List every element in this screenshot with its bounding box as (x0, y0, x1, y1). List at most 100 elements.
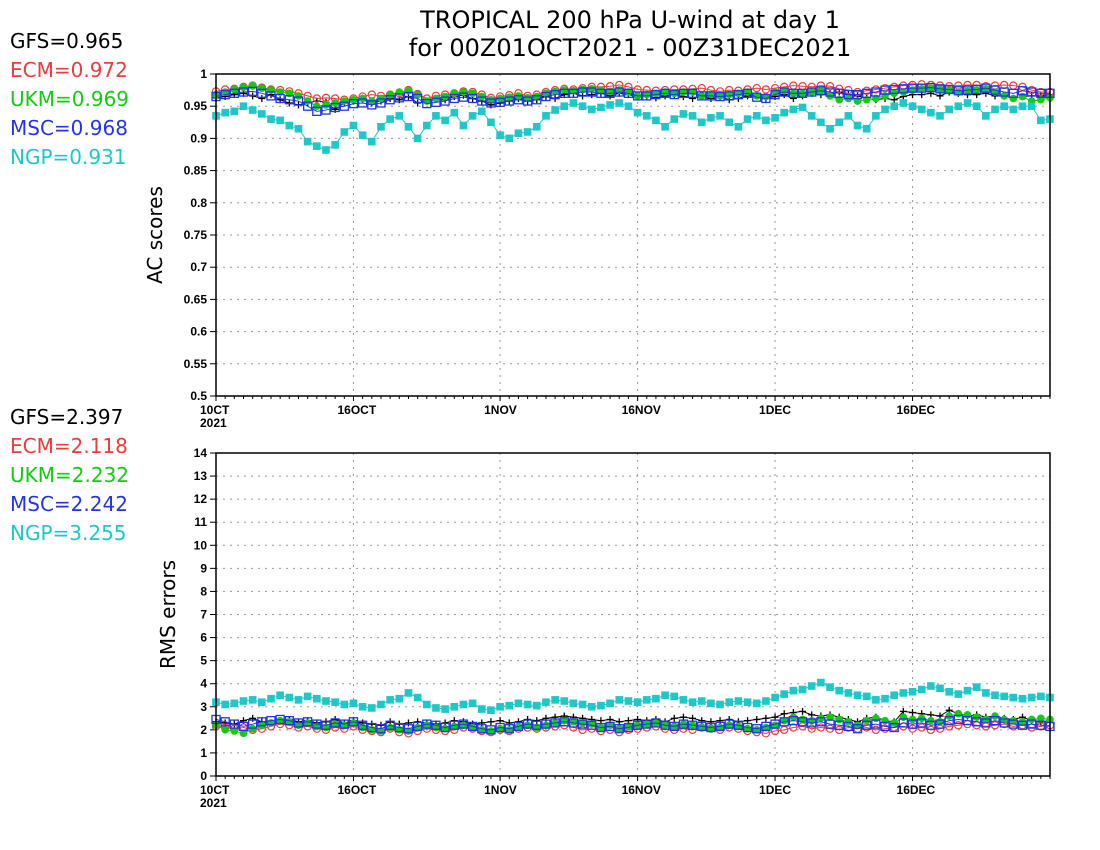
data-point-msc (293, 96, 304, 106)
x-tick-label: 1DEC (759, 403, 791, 417)
data-point-msc (266, 91, 276, 101)
data-point-ngp (258, 110, 266, 118)
data-point-ngp (285, 121, 294, 130)
data-point-ngp (679, 110, 688, 118)
data-point-ngp (349, 699, 358, 708)
data-point-gfs (249, 714, 257, 722)
data-point-msc (761, 93, 771, 104)
data-point-ngp (294, 124, 303, 133)
data-point-ngp (303, 692, 312, 701)
data-point-ecm (1009, 81, 1018, 90)
data-point-ngp (496, 131, 504, 139)
data-point-msc (706, 91, 716, 101)
data-point-msc (852, 724, 863, 734)
data-point-gfs (689, 94, 697, 102)
data-point-msc (779, 717, 789, 727)
data-point-ngp (313, 142, 321, 150)
data-point-gfs (239, 717, 247, 725)
data-point-msc (834, 88, 844, 98)
data-point-msc (788, 88, 799, 98)
data-point-msc (431, 720, 441, 730)
data-point-ngp (862, 692, 871, 701)
data-point-msc (532, 95, 542, 105)
data-point-ngp (771, 693, 779, 702)
data-point-ukm (826, 713, 834, 721)
data-point-ngp (725, 118, 734, 127)
data-point-ngp (752, 699, 761, 708)
data-point-ngp (991, 691, 999, 700)
data-point-ukm (597, 86, 605, 94)
data-point-ngp (432, 112, 440, 120)
data-point-ngp (248, 106, 257, 114)
data-point-msc (321, 720, 331, 730)
data-point-ngp (468, 112, 477, 120)
data-point-msc (733, 720, 744, 730)
data-point-ngp (413, 134, 422, 143)
data-point-ukm (303, 719, 312, 727)
data-point-ukm (963, 711, 972, 719)
data-point-ngp (267, 115, 275, 123)
data-point-msc (724, 91, 734, 101)
data-point-ngp (340, 700, 349, 709)
data-point-ngp (633, 108, 642, 117)
data-point-ukm (496, 724, 504, 733)
data-point-msc (541, 91, 551, 102)
stat-ecm: ECM=2.118 (10, 434, 128, 458)
data-point-ngp (798, 103, 807, 112)
data-point-msc (632, 720, 643, 730)
data-point-msc (577, 87, 588, 97)
y-tick-label: 2 (200, 723, 207, 737)
data-point-gfs (909, 709, 917, 717)
data-point-ngp (239, 697, 248, 705)
data-point-msc (1036, 88, 1046, 98)
data-point-msc (293, 718, 304, 728)
x-tick-label: 16OCT (337, 783, 376, 797)
data-point-ukm (734, 722, 743, 731)
data-point-ngp (642, 112, 651, 120)
chart-panel-1: 0.5 0.55 0.6 0.65 0.7 0.75 0.8 0.85 0.9 0.95 1 10CT… (10, 29, 1055, 430)
data-point-msc (687, 88, 698, 98)
data-point-msc (807, 87, 817, 97)
x-tick-label: 16NOV (622, 783, 661, 797)
data-point-msc (981, 718, 991, 728)
data-point-msc (486, 725, 496, 735)
data-point-ecm (954, 81, 963, 90)
data-point-msc (284, 715, 294, 726)
data-point-ngp (917, 685, 926, 694)
y-tick-label: 0 (200, 769, 207, 783)
data-point-msc (257, 717, 267, 727)
data-point-msc (862, 88, 872, 98)
data-point-ngp (1009, 105, 1018, 114)
plot-frame (215, 452, 1051, 777)
data-point-msc (926, 82, 936, 93)
x-tick-label: 16DEC (897, 403, 936, 417)
data-point-msc (972, 717, 982, 727)
data-point-msc (972, 84, 982, 95)
data-point-msc (220, 89, 230, 100)
data-point-ukm (972, 86, 981, 94)
data-point-msc (761, 721, 771, 732)
data-point-msc (486, 98, 496, 108)
data-point-gfs (542, 714, 550, 722)
data-point-msc (605, 721, 615, 732)
data-point-ngp (413, 693, 422, 702)
data-point-ukm (560, 86, 569, 94)
data-point-msc (614, 87, 624, 97)
data-point-msc (238, 87, 249, 97)
data-point-msc (697, 721, 707, 732)
data-point-ecm (816, 723, 826, 732)
data-point-msc (632, 91, 643, 101)
data-point-ngp (697, 697, 706, 705)
data-point-ngp (908, 102, 917, 110)
chart-title-line1: TROPICAL 200 hPa U-wind at day 1 (419, 6, 840, 34)
data-point-ecm (312, 94, 322, 103)
y-axis-label: AC scores (143, 186, 167, 284)
data-point-msc (403, 724, 414, 734)
data-point-ngp (560, 697, 569, 705)
data-point-ukm (899, 88, 908, 96)
y-tick-label: 9 (200, 561, 207, 575)
data-point-ngp (597, 103, 605, 112)
data-point-ukm (670, 89, 679, 98)
data-point-ukm (954, 709, 963, 718)
